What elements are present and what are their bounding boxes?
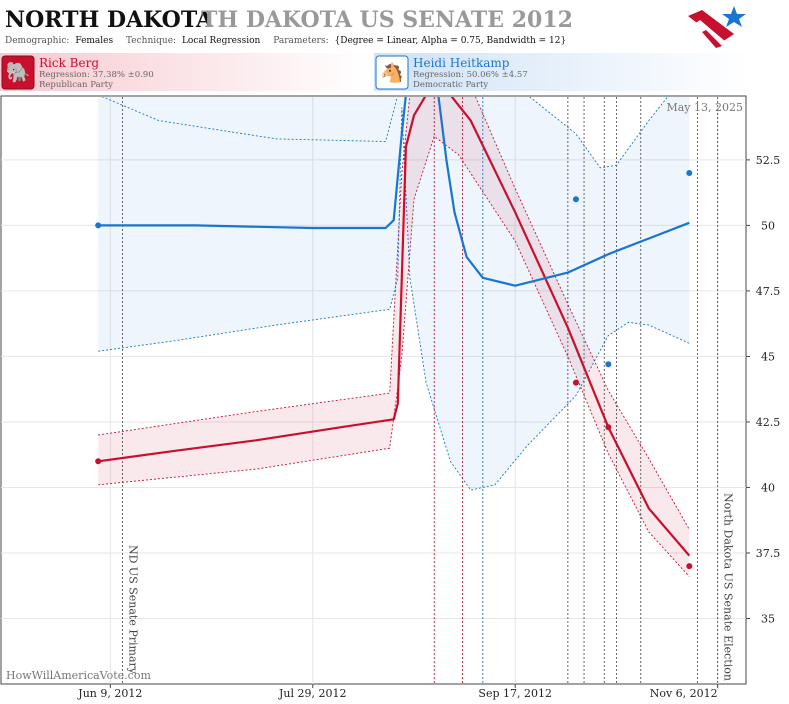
y-tick-label: 37.5 (756, 547, 781, 560)
grid (1, 97, 746, 684)
page-title: NORTH DAKOTA (5, 7, 214, 33)
band-upper-line (98, 97, 690, 530)
event-label: ND US Senate Primary (126, 545, 139, 675)
svg-text:🐘: 🐘 (6, 60, 31, 84)
data-point (686, 169, 693, 176)
watermark: HowWillAmericaVote.com (6, 669, 151, 682)
date-stamp: May 13, 2025 (666, 101, 743, 114)
y-axis: 35 37.5 40 42.5 45 47.5 50 52.5 (746, 154, 781, 625)
data-point (686, 563, 693, 570)
technique-value: Local Regression (182, 36, 261, 46)
site-logo-icon (688, 6, 746, 48)
svg-text:🐴: 🐴 (380, 61, 404, 84)
x-tick-label: Nov 6, 2012 (650, 687, 718, 700)
data-point (605, 361, 612, 368)
x-tick-label: Jun 9, 2012 (77, 687, 142, 700)
confidence-bands (98, 97, 690, 577)
confidence-band-heitkamp (98, 97, 690, 491)
demographic-label: Demographic: Females Technique: Local Re… (5, 36, 566, 46)
candidate-party: Republican Party (39, 80, 113, 90)
candidate-party: Democratic Party (413, 80, 488, 90)
demographic-value: Females (75, 36, 113, 46)
data-point (572, 196, 579, 203)
y-tick-label: 52.5 (756, 154, 781, 167)
donkey-icon (375, 55, 409, 90)
regression-line-heitkamp (98, 97, 690, 287)
regression-lines (98, 97, 691, 557)
x-axis: Jun 9, 2012 Jul 29, 2012 Sep 17, 2012 Nov 6… (77, 684, 719, 700)
elephant-icon (1, 55, 35, 90)
band-upper-line (101, 97, 398, 142)
candidate-name: Heidi Heitkamp (413, 56, 510, 70)
candidate-panel-democratic: 🐴 Heidi Heitkamp Regression: 50.06% ±4.5… (374, 53, 749, 91)
parameters-value: {Degree = Linear, Alpha = 0.75, Bandwidt… (335, 36, 567, 46)
y-tick-label: 45 (761, 350, 775, 363)
y-tick-label: 35 (761, 612, 775, 625)
plot-area (0, 95, 747, 685)
candidate-name: Rick Berg (39, 56, 99, 70)
confidence-band-berg (98, 97, 690, 577)
data-point (605, 424, 612, 431)
candidate-regression: Regression: 50.06% ±4.57 (413, 70, 528, 80)
x-tick-label: Jul 29, 2012 (278, 687, 347, 700)
poll-points (95, 169, 693, 570)
y-tick-label: 47.5 (756, 285, 781, 298)
band-lower-line (98, 107, 690, 491)
event-labels: ND US Senate Primary North Dakota US Sena… (126, 493, 734, 681)
regression-line-berg (98, 97, 691, 557)
page-subtitle: TH DAKOTA US SENATE 2012 (201, 7, 573, 33)
event-lines (122, 97, 719, 684)
data-point (572, 379, 579, 386)
data-point (95, 222, 102, 229)
data-point (95, 458, 102, 465)
candidate-regression: Regression: 37.38% ±0.90 (39, 70, 154, 80)
y-tick-label: 40 (761, 481, 775, 494)
y-tick-label: 42.5 (756, 416, 781, 429)
candidate-panel-republican: 🐘 Rick Berg Regression: 37.38% ±0.90 Rep… (0, 53, 370, 91)
x-tick-label: Sep 17, 2012 (478, 687, 552, 700)
band-lower-line (98, 135, 690, 577)
event-label: North Dakota US Senate Election (722, 493, 735, 681)
y-tick-label: 50 (761, 219, 775, 232)
header: NORTH DAKOTA TH DAKOTA US SENATE 2012 De… (5, 6, 746, 48)
